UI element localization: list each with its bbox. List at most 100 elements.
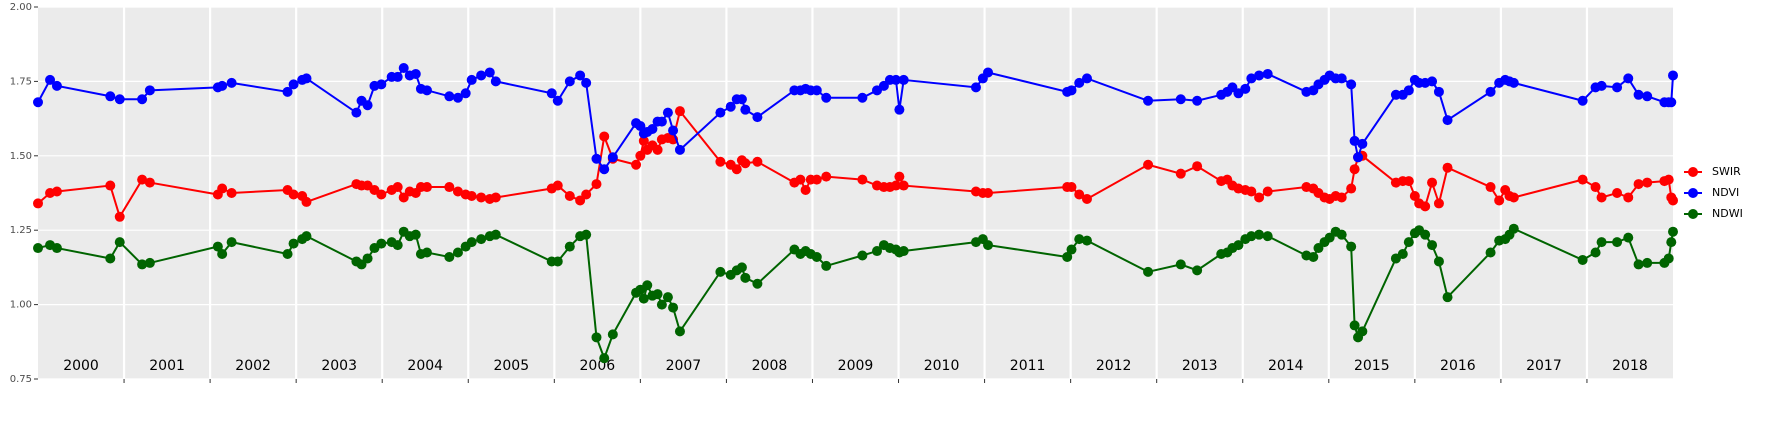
point [795, 174, 806, 185]
point [674, 106, 685, 117]
point [740, 104, 751, 115]
year-label: 2013 [1182, 358, 1218, 374]
point [752, 112, 763, 123]
point [288, 238, 299, 249]
year-label: 2001 [149, 358, 185, 374]
point [1612, 82, 1623, 93]
point [1433, 198, 1444, 209]
point [731, 164, 742, 175]
point [421, 182, 432, 193]
point [1246, 231, 1257, 242]
point [466, 237, 477, 248]
point [1668, 226, 1678, 237]
point [1427, 76, 1438, 87]
point [484, 67, 495, 78]
point [301, 73, 312, 84]
point [1442, 292, 1453, 303]
point [33, 243, 43, 254]
point [668, 125, 679, 136]
point [1336, 229, 1347, 240]
point [811, 251, 822, 262]
year-label: 2016 [1440, 358, 1476, 374]
legend-label: SWIR [1712, 165, 1741, 178]
point [715, 107, 726, 118]
year-label: 2002 [235, 358, 271, 374]
point [392, 182, 403, 193]
point [144, 257, 155, 268]
point [1403, 85, 1414, 96]
point [983, 188, 994, 198]
point [1066, 244, 1077, 255]
point [656, 299, 667, 310]
point [740, 272, 751, 283]
point [476, 192, 487, 203]
point [444, 182, 455, 193]
point [1642, 177, 1653, 188]
point [857, 250, 868, 261]
point [581, 77, 592, 88]
point [105, 253, 116, 264]
point [1143, 266, 1154, 277]
y-tick-label: 2.00 [10, 2, 32, 13]
point [1668, 195, 1678, 206]
point [821, 92, 832, 103]
point [552, 256, 563, 267]
point [362, 100, 373, 111]
point [647, 124, 658, 135]
point [642, 280, 653, 291]
point [288, 79, 299, 90]
point [114, 211, 125, 222]
point [1623, 192, 1634, 203]
point [1633, 259, 1644, 270]
point [1246, 186, 1257, 197]
point [1081, 73, 1092, 84]
point [1596, 192, 1607, 203]
point [212, 241, 223, 252]
point [392, 71, 403, 82]
point [1577, 174, 1588, 185]
y-tick-label: 1.75 [10, 76, 32, 87]
point [444, 251, 455, 262]
point [575, 70, 586, 81]
year-label: 2003 [321, 358, 357, 374]
point [421, 85, 432, 96]
point [1596, 237, 1607, 248]
point [725, 101, 736, 112]
point [800, 185, 811, 196]
y-tick-label: 1.25 [10, 225, 32, 236]
point [1175, 259, 1186, 270]
point [607, 329, 618, 340]
point [1254, 229, 1265, 240]
point [226, 237, 237, 248]
point [674, 144, 685, 155]
point [444, 91, 455, 102]
point [1508, 192, 1519, 203]
point [1357, 326, 1368, 337]
point [1420, 229, 1431, 240]
point [821, 171, 832, 182]
point [564, 76, 575, 87]
point [1246, 73, 1257, 84]
point [552, 180, 563, 191]
point [821, 260, 832, 271]
point [460, 88, 471, 99]
point [591, 332, 602, 343]
point [1175, 94, 1186, 105]
point [490, 76, 501, 87]
point [1612, 188, 1623, 198]
point [635, 150, 646, 161]
point [1508, 223, 1519, 234]
point [1081, 193, 1092, 204]
point [282, 86, 293, 97]
point [1308, 251, 1319, 262]
year-label: 2000 [63, 358, 99, 374]
point [105, 180, 116, 191]
point [857, 174, 868, 185]
point [894, 104, 905, 115]
point [1262, 68, 1273, 79]
point [1066, 182, 1077, 193]
point [752, 278, 763, 289]
point [983, 240, 994, 251]
point [1143, 159, 1154, 170]
